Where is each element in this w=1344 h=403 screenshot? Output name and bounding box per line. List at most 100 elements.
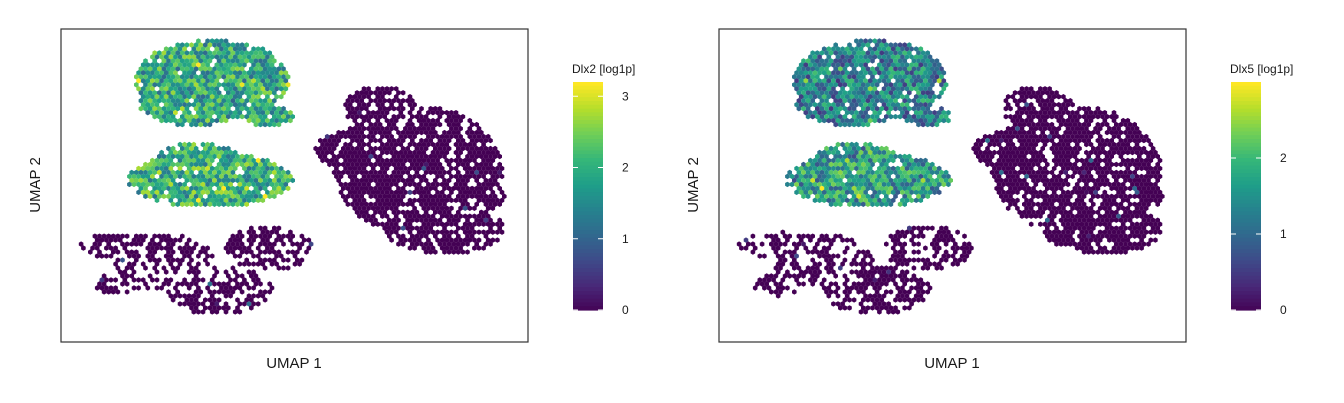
hex-point <box>1042 181 1048 188</box>
hex-point <box>377 114 383 120</box>
hex-point <box>787 169 792 176</box>
hex-point <box>927 261 933 267</box>
hex-point <box>1054 209 1059 215</box>
hex-point <box>808 70 813 76</box>
hex-point <box>361 205 367 211</box>
hex-point <box>789 173 795 180</box>
hex-point <box>923 173 928 180</box>
hex-point <box>794 86 799 92</box>
hex-point <box>923 78 928 84</box>
hex-point <box>835 78 841 84</box>
colorbar-segment <box>573 188 603 193</box>
hex-point <box>1012 129 1018 136</box>
hex-point <box>884 50 889 56</box>
hex-point <box>936 165 942 172</box>
hex-point <box>900 181 905 188</box>
hex-point <box>380 125 385 132</box>
hex-point <box>446 114 452 120</box>
hex-point <box>1102 221 1108 227</box>
hex-point <box>879 58 884 64</box>
hex-point <box>170 297 176 303</box>
hex-point <box>421 117 427 124</box>
hex-point <box>347 110 353 116</box>
hex-point <box>214 117 220 124</box>
hex-point <box>306 237 312 243</box>
hex-point <box>865 201 871 207</box>
hex-point <box>189 82 194 88</box>
hex-point <box>462 165 468 172</box>
hex-point <box>1047 133 1052 140</box>
hex-point <box>815 185 820 192</box>
hex-point <box>1045 137 1050 144</box>
hex-point <box>200 149 206 156</box>
hex-point <box>426 125 431 132</box>
hex-point <box>387 185 392 192</box>
hex-point <box>1054 114 1059 120</box>
hex-point <box>996 181 1002 188</box>
hex-point <box>462 141 468 148</box>
hex-point <box>405 201 410 207</box>
hex-point <box>488 177 493 184</box>
hex-point <box>428 185 433 192</box>
hex-point <box>320 157 325 164</box>
hex-point <box>1148 221 1154 227</box>
hex-point <box>854 102 859 108</box>
hex-point <box>890 269 896 275</box>
hex-point <box>927 78 933 84</box>
hex-point <box>373 145 378 152</box>
hex-point <box>916 177 921 184</box>
hex-point <box>308 241 314 247</box>
hex-point <box>879 153 884 160</box>
hex-point <box>1130 133 1135 140</box>
hex-point <box>407 141 413 148</box>
hex-point <box>221 66 226 72</box>
hex-point <box>235 106 240 112</box>
hex-point <box>198 161 203 168</box>
hex-point <box>244 58 249 64</box>
hex-point <box>207 289 213 295</box>
hex-point <box>230 74 236 80</box>
hex-point <box>485 229 491 235</box>
hex-point <box>246 157 252 164</box>
hex-point <box>805 98 811 104</box>
hex-point <box>177 149 183 156</box>
hex-point <box>872 102 878 108</box>
hex-point <box>182 46 187 52</box>
hex-point <box>327 137 332 144</box>
colorbar-segment <box>573 146 603 151</box>
hex-point <box>410 129 415 136</box>
hex-point <box>258 66 263 72</box>
colorbar-segment <box>1231 188 1261 193</box>
hex-point <box>184 185 190 192</box>
hex-point <box>426 141 431 148</box>
hex-point <box>366 157 371 164</box>
hex-point <box>911 74 917 80</box>
hex-point <box>941 229 947 235</box>
hex-point <box>962 233 967 239</box>
hex-point <box>794 277 799 283</box>
hex-point <box>854 253 859 259</box>
hex-point <box>1005 181 1011 188</box>
hex-point <box>389 173 394 180</box>
hex-point <box>803 70 809 76</box>
hex-point <box>398 141 404 148</box>
hex-point <box>191 117 197 124</box>
hex-point <box>412 157 417 164</box>
hex-point <box>863 197 868 203</box>
hex-point <box>198 201 203 207</box>
hex-point <box>920 169 926 176</box>
hex-point <box>1141 217 1147 223</box>
hex-point <box>237 309 243 315</box>
hex-point <box>175 169 180 176</box>
hex-point <box>465 225 470 231</box>
colorbar-segment <box>573 241 603 246</box>
hex-point <box>817 78 822 84</box>
hex-point <box>858 261 864 267</box>
hex-point <box>1047 125 1052 132</box>
hex-point <box>911 241 917 247</box>
hex-point <box>170 201 176 207</box>
hex-point <box>810 177 815 184</box>
hex-point <box>281 90 286 96</box>
hex-point <box>785 237 790 243</box>
hex-point <box>444 181 450 188</box>
